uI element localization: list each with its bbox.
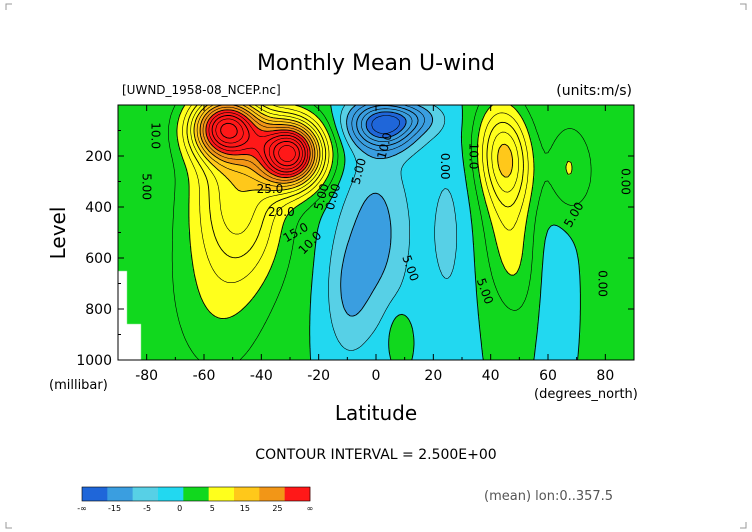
colorbar-swatch: [183, 487, 209, 501]
contour-label: 0.00: [595, 270, 609, 297]
contour-line: [278, 145, 296, 162]
contour-line: [211, 115, 306, 173]
contour-label: 5.00: [140, 173, 154, 200]
contour-label: 5.00: [349, 157, 369, 186]
colorbar-tick-label: 0: [177, 504, 182, 513]
contour-line: [351, 105, 425, 152]
colorbar: -∞ -15 -5 0 5 15 25 ∞: [77, 486, 314, 513]
contour-line: [208, 112, 309, 176]
contour-line: [365, 111, 407, 139]
colorbar-frame: [81, 486, 311, 502]
contour-line: [356, 105, 419, 147]
y-tick-label: 800: [85, 302, 112, 318]
x-tick-label: 0: [372, 368, 381, 384]
x-tick-label: 40: [482, 368, 500, 384]
contour-line: [193, 105, 514, 192]
x-tick-label: 20: [424, 368, 442, 384]
colorbar-tick-label: 15: [240, 504, 250, 513]
contour-interval-text: CONTOUR INTERVAL = 2.500E+00: [255, 447, 496, 463]
colorbar-swatch: [158, 487, 184, 501]
x-axis-unit: (degrees_north): [534, 387, 638, 402]
contour-label: 25.0: [257, 182, 284, 196]
contour-line: [190, 105, 519, 235]
y-tick-label: 200: [85, 149, 112, 165]
colorbar-tick-label: 5: [210, 504, 215, 513]
colorbar-swatch: [208, 487, 235, 501]
contour-line: [202, 106, 313, 181]
contour-label: 0.00: [323, 182, 343, 211]
x-tick-label: 80: [596, 368, 614, 384]
x-axis-ticks: -80 -60 -40 -20 0 20 40 60 80: [117, 105, 635, 384]
colorbar-tick-label: -5: [143, 504, 151, 513]
y-axis-unit: (millibar): [49, 378, 108, 393]
colorbar-swatch: [234, 487, 260, 501]
contour-line: [328, 105, 457, 351]
footer-text: (mean) lon:0..357.5: [484, 489, 613, 504]
y-axis-ticks: 200 400 600 800 1000: [76, 130, 634, 369]
colorbar-swatch: [82, 487, 108, 501]
colorbar-swatch: [259, 487, 285, 501]
contour-label: 10.0: [374, 131, 394, 160]
contour-labels: 10.05.00 25.020.015.010.05.000.005.0010.0…: [140, 122, 633, 306]
contour-plot: 10.05.00 25.020.015.010.05.000.005.0010.0…: [76, 104, 635, 384]
colorbar-tick-label: 25: [272, 504, 282, 513]
contour-line: [309, 105, 581, 360]
y-axis-label: Level: [46, 207, 70, 260]
contour-line: [186, 105, 524, 259]
contour-line: [220, 122, 300, 167]
y-tick-label: 400: [85, 200, 112, 216]
contour-line: [215, 118, 303, 170]
contour-label: 0.00: [438, 153, 452, 180]
contour-line: [182, 105, 529, 283]
y-tick-label: 600: [85, 251, 112, 267]
contour-lines: [168, 105, 592, 360]
contour-line: [176, 105, 573, 320]
contour-label: 0.00: [618, 168, 632, 195]
x-tick-label: -40: [250, 368, 273, 384]
x-tick-label: -20: [307, 368, 330, 384]
colorbar-swatch: [107, 487, 133, 501]
y-tick-label: 1000: [76, 353, 112, 369]
contour-line: [340, 105, 434, 317]
corner-marks: [5, 3, 747, 529]
contour-label: 10.0: [148, 122, 162, 149]
chart-title: Monthly Mean U-wind: [257, 51, 495, 76]
contour-label: 20.0: [268, 205, 295, 219]
colorbar-swatch: [132, 487, 159, 501]
colorbar-swatch: [284, 487, 311, 501]
contour-fill: [118, 105, 634, 360]
contour-label: 5.00: [311, 182, 331, 211]
units-label: (units:m/s): [556, 83, 632, 99]
colorbar-tick-label: -∞: [77, 504, 87, 513]
x-tick-label: -60: [193, 368, 216, 384]
colorbar-tick-label: -15: [108, 504, 121, 513]
dataset-label: [UWND_1958-08_NCEP.nc]: [122, 83, 281, 97]
contour-label: 10.0: [466, 143, 480, 170]
contour-line: [205, 109, 311, 178]
x-tick-label: 60: [539, 368, 557, 384]
contour-line: [199, 105, 316, 184]
contour-line: [196, 105, 318, 187]
contour-line: [371, 115, 400, 134]
x-axis-label: Latitude: [335, 401, 417, 425]
colorbar-tick-label: ∞: [307, 504, 314, 513]
x-tick-label: -80: [135, 368, 158, 384]
contour-line: [168, 105, 592, 360]
contour-line: [361, 108, 413, 142]
